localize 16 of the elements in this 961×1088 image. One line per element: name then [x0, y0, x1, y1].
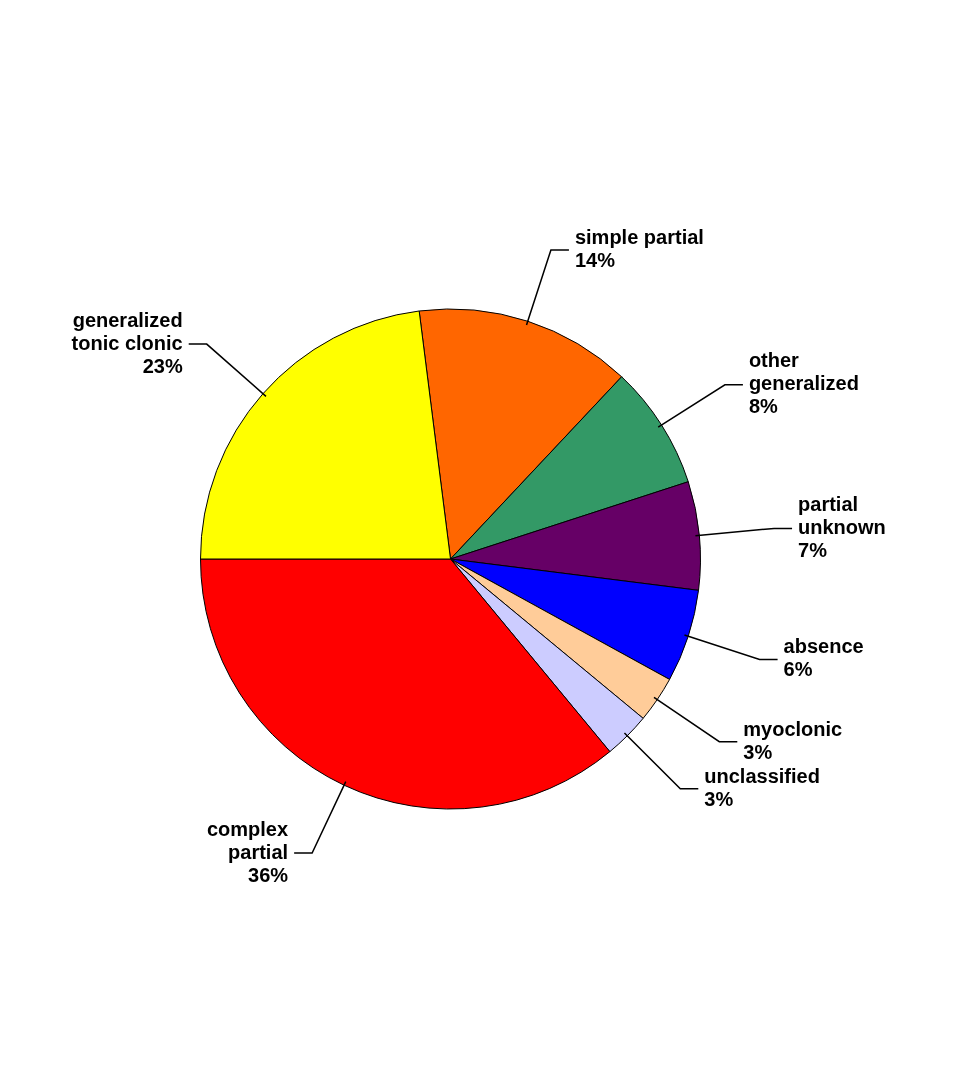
data-label: 36%: [248, 863, 289, 886]
slice-label: generalized tonic clonic: [71, 308, 183, 354]
slice-label: absence: [783, 635, 864, 658]
slice-label: other generalized: [748, 349, 859, 395]
data-label: 14%: [574, 248, 616, 271]
data-label: 3%: [743, 740, 773, 763]
data-label: 23%: [142, 354, 183, 377]
data-label: 6%: [783, 658, 813, 681]
slice-label: unclassified: [704, 764, 820, 787]
slice-label: myoclonic: [743, 717, 843, 740]
slice-label: simple partial: [574, 225, 704, 248]
data-label: 7%: [798, 538, 828, 561]
data-label: 8%: [748, 395, 779, 418]
data-label: 3%: [704, 787, 734, 810]
slice-label: partial unknown: [798, 492, 886, 538]
slice-label: complex partial: [206, 817, 289, 863]
